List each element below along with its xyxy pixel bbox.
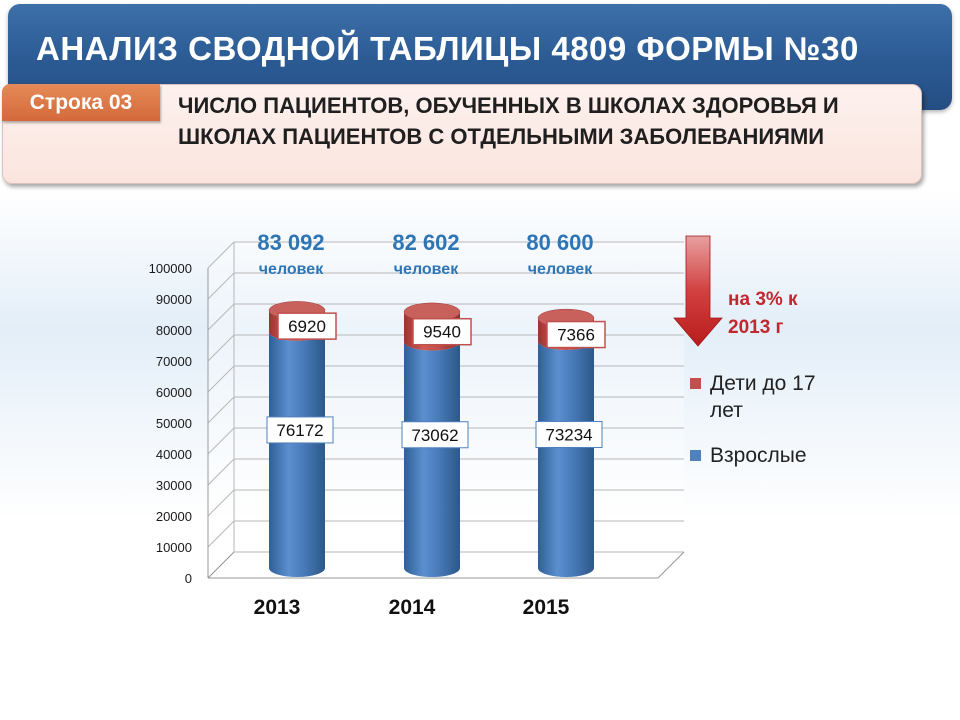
down-arrow-icon [673,235,723,347]
legend-label-adults: Взрослые [710,444,807,467]
decrease-note: на 3% к 2013 г [728,289,798,338]
legend-swatch-children [690,378,701,389]
slide-title: АНАЛИЗ СВОДНОЙ ТАБЛИЦЫ 4809 ФОРМЫ №30 [36,30,859,67]
value-box-adults [401,421,469,449]
y-tick-label: 90000 [156,292,192,307]
value-label-adults: 76172 [276,421,323,440]
value-label-children: 6920 [288,317,326,336]
y-tick-label: 30000 [156,478,192,493]
value-label-adults: 73062 [411,426,458,445]
value-box-children [412,317,472,346]
legend-item-adults: Взрослые [690,442,840,469]
y-tick-label: 50000 [156,416,192,431]
bar-adults [404,341,460,577]
total-value: 80 600 [526,230,593,255]
legend-item-children: Дети до 17 лет [690,370,840,424]
row-tag: Строка 03 [2,84,160,121]
legend-swatch-adults [690,450,701,461]
floor-edge [207,551,235,579]
value-box-adults [535,420,603,448]
y-tick-label: 10000 [156,540,192,555]
down-arrow-shape [673,235,723,347]
bar-adults [269,331,325,577]
y-tick-label: 60000 [156,385,192,400]
y-tick-label: 0 [185,571,192,586]
value-box-children [546,320,606,349]
value-label-children: 9540 [423,323,461,342]
x-tick-label: 2013 [254,596,301,619]
value-label-adults: 73234 [545,425,592,444]
total-value: 82 602 [392,230,459,255]
value-box-adults [266,416,334,444]
legend-label-children: Дети до 17 лет [710,372,816,422]
value-box-children [277,312,337,340]
subtitle-text: ЧИСЛО ПАЦИЕНТОВ, ОБУЧЕННЫХ В ШКОЛАХ ЗДОР… [178,93,839,149]
y-tick-label: 20000 [156,509,192,524]
y-tick-label: 70000 [156,354,192,369]
total-unit: человек [528,261,593,278]
y-tick-label: 100000 [149,261,192,276]
total-unit: человек [394,261,459,278]
y-tick-label: 40000 [156,447,192,462]
y-tick-label: 80000 [156,323,192,338]
total-value: 83 092 [257,230,324,255]
total-unit: человек [259,261,324,278]
floor-edge [657,551,685,579]
x-tick-label: 2015 [523,596,570,619]
bar-adults [538,340,594,577]
value-label-children: 7366 [557,326,595,345]
x-tick-label: 2014 [389,596,436,619]
